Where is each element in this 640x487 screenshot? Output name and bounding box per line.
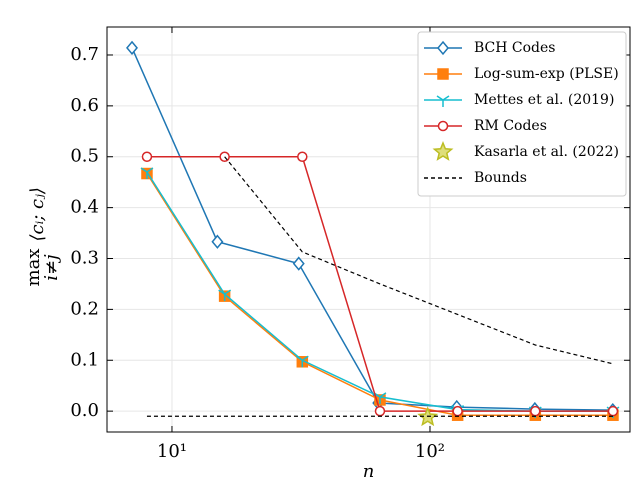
legend-label: Log-sum-exp (PLSE) (474, 66, 619, 82)
marker (452, 405, 463, 417)
legend-label: Kasarla et al. (2022) (474, 144, 619, 160)
marker (218, 289, 232, 302)
marker (437, 40, 449, 56)
y-tick-label: 0.6 (70, 95, 99, 116)
y-axis-label-max: max (23, 249, 44, 287)
marker (374, 405, 386, 417)
legend-label: BCH Codes (474, 40, 556, 56)
marker (295, 355, 309, 368)
marker (140, 167, 154, 180)
marker (432, 141, 454, 161)
marker (297, 151, 308, 162)
y-tick-label: 0.2 (70, 298, 99, 319)
legend-box (417, 31, 627, 197)
marker (607, 405, 619, 417)
y-tick-label: 0.3 (70, 248, 99, 269)
y-axis-label-sub: i≠j (41, 254, 62, 281)
marker (141, 151, 153, 162)
y-tick-label: 0.0 (70, 400, 99, 421)
marker (436, 95, 450, 107)
y-tick-label: 0.7 (70, 44, 99, 65)
legend-label: Bounds (474, 170, 527, 186)
marker (292, 256, 305, 271)
y-tick-label: 0.4 (70, 197, 99, 218)
marker (211, 234, 224, 249)
plot-frame (106, 26, 631, 433)
marker (437, 120, 449, 132)
y-tick-label: 0.1 (70, 349, 99, 370)
marker (437, 68, 449, 80)
x-tick-label: 10¹ (157, 441, 187, 462)
y-tick-label: 0.5 (70, 146, 99, 167)
series-line (146, 156, 614, 417)
y-axis-label-expr: ⟨cᵢ; cⱼ⟩ (27, 187, 48, 241)
legend-label: RM Codes (474, 118, 547, 134)
x-tick-label: 10² (415, 441, 445, 462)
x-axis-label: n (363, 461, 375, 482)
marker (126, 40, 138, 56)
marker (530, 405, 541, 417)
legend-label: Mettes et al. (2019) (474, 92, 614, 108)
